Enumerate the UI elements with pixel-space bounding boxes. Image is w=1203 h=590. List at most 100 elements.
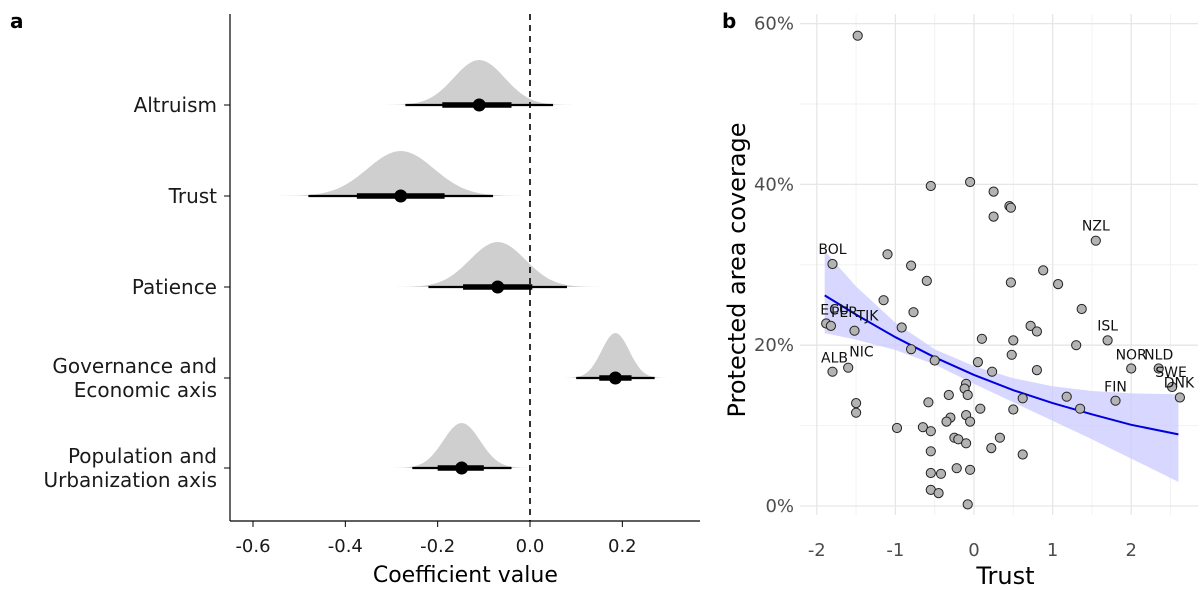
row-label-3-0: Governance and [52, 354, 217, 378]
point-label-tjk: TJK [856, 309, 880, 325]
data-point-27 [1025, 320, 1036, 331]
data-point-7 [896, 322, 907, 333]
x-tick-label-1: -0.4 [328, 536, 363, 557]
x-tick-label-3: 1 [1047, 540, 1058, 561]
data-point-60 [994, 432, 1006, 443]
row-label-0-0: Altruism [134, 93, 217, 117]
row-label-4-0: Population and [68, 444, 217, 468]
data-point-43 [1017, 393, 1028, 404]
data-point-54 [941, 416, 952, 427]
data-point-33 [1126, 363, 1137, 374]
data-point-31 [1071, 340, 1082, 351]
median-point-0 [472, 98, 486, 112]
data-point-48 [923, 397, 934, 408]
data-point-1 [827, 258, 838, 270]
data-point-3 [906, 260, 917, 271]
data-point-4 [921, 275, 932, 286]
density-3 [560, 333, 671, 378]
data-point-36 [987, 366, 998, 377]
data-point-11 [843, 362, 854, 373]
data-point-22 [1038, 265, 1049, 276]
row-label-4-1: Urbanization axis [43, 468, 217, 492]
data-point-63 [961, 438, 972, 449]
data-point-44 [1008, 404, 1019, 415]
density-1 [267, 151, 534, 196]
data-point-15 [925, 180, 936, 192]
point-label-nld: NLD [1144, 348, 1173, 364]
density-4 [387, 423, 536, 468]
panel-a-letter: a [10, 9, 24, 33]
data-point-62 [953, 434, 964, 445]
data-point-41 [1061, 391, 1072, 402]
y-tick-label-3: 60% [754, 14, 794, 35]
data-point-30 [1102, 335, 1113, 346]
data-point-67 [965, 464, 976, 475]
x-axis-title: Coefficient value [373, 563, 558, 588]
y-tick-label-1: 20% [754, 335, 794, 356]
x-tick-label-0: -0.6 [235, 536, 270, 557]
x-tick-label-4: 0.2 [608, 536, 637, 557]
point-label-isl: ISL [1097, 318, 1118, 334]
data-point-72 [933, 488, 944, 499]
data-point-25 [1076, 303, 1087, 315]
data-point-13 [906, 344, 917, 355]
data-point-29 [1008, 335, 1019, 346]
data-point-17 [988, 186, 999, 197]
point-label-bol: BOL [818, 242, 846, 258]
density-0 [377, 60, 581, 105]
data-point-37 [1031, 365, 1043, 376]
data-point-64 [986, 443, 997, 454]
data-point-16 [965, 176, 976, 188]
data-point-50 [975, 403, 986, 414]
panel-b-letter: b [722, 9, 736, 33]
point-label-nor: NOR [1116, 348, 1147, 364]
data-point-47 [943, 389, 954, 401]
data-point-40 [1110, 395, 1121, 406]
point-label-nic: NIC [849, 345, 874, 361]
data-point-12 [827, 366, 838, 377]
y-axis-title: Protected area coverage [723, 122, 751, 417]
confidence-band [824, 251, 1179, 482]
point-label-per: PER [831, 305, 858, 321]
data-point-56 [965, 416, 976, 427]
fit-line [824, 294, 1179, 436]
data-point-19 [1005, 202, 1017, 213]
data-point-2 [882, 249, 893, 260]
data-point-23 [1053, 279, 1064, 290]
row-label-3-1: Economic axis [74, 378, 217, 402]
data-point-58 [917, 422, 929, 433]
data-point-10 [825, 320, 837, 331]
density-2 [386, 242, 609, 287]
y-tick-label-0: 0% [765, 496, 794, 517]
data-point-51 [851, 398, 862, 409]
data-point-34 [1153, 363, 1164, 374]
point-label-nzl: NZL [1082, 219, 1110, 235]
median-point-1 [394, 189, 408, 203]
point-label-fin: FIN [1104, 380, 1127, 396]
row-label-1-0: Trust [168, 184, 218, 208]
data-point-52 [851, 407, 862, 418]
data-point-68 [951, 463, 962, 474]
x-tick-label-2: 0 [968, 540, 979, 561]
data-point-0 [852, 30, 863, 41]
data-point-49 [962, 389, 973, 401]
data-point-14 [929, 355, 940, 366]
data-point-35 [972, 357, 984, 368]
data-point-32 [1006, 349, 1017, 360]
data-point-59 [925, 426, 936, 437]
data-point-28 [1031, 326, 1043, 337]
row-label-2-0: Patience [132, 275, 217, 299]
data-point-5 [878, 295, 889, 306]
data-point-8 [849, 325, 860, 336]
x-tick-label-4: 2 [1125, 540, 1136, 561]
point-label-swe: SWE [1155, 365, 1187, 381]
data-point-6 [908, 307, 919, 318]
median-point-3 [608, 371, 622, 385]
panel-a-halfeye-chart: Altruism Trust Patience Governance andEcono… [43, 14, 700, 588]
point-label-alb: ALB [821, 351, 848, 367]
x-axis-title: Trust [975, 562, 1034, 590]
data-point-20 [988, 211, 999, 222]
data-point-66 [925, 446, 936, 457]
